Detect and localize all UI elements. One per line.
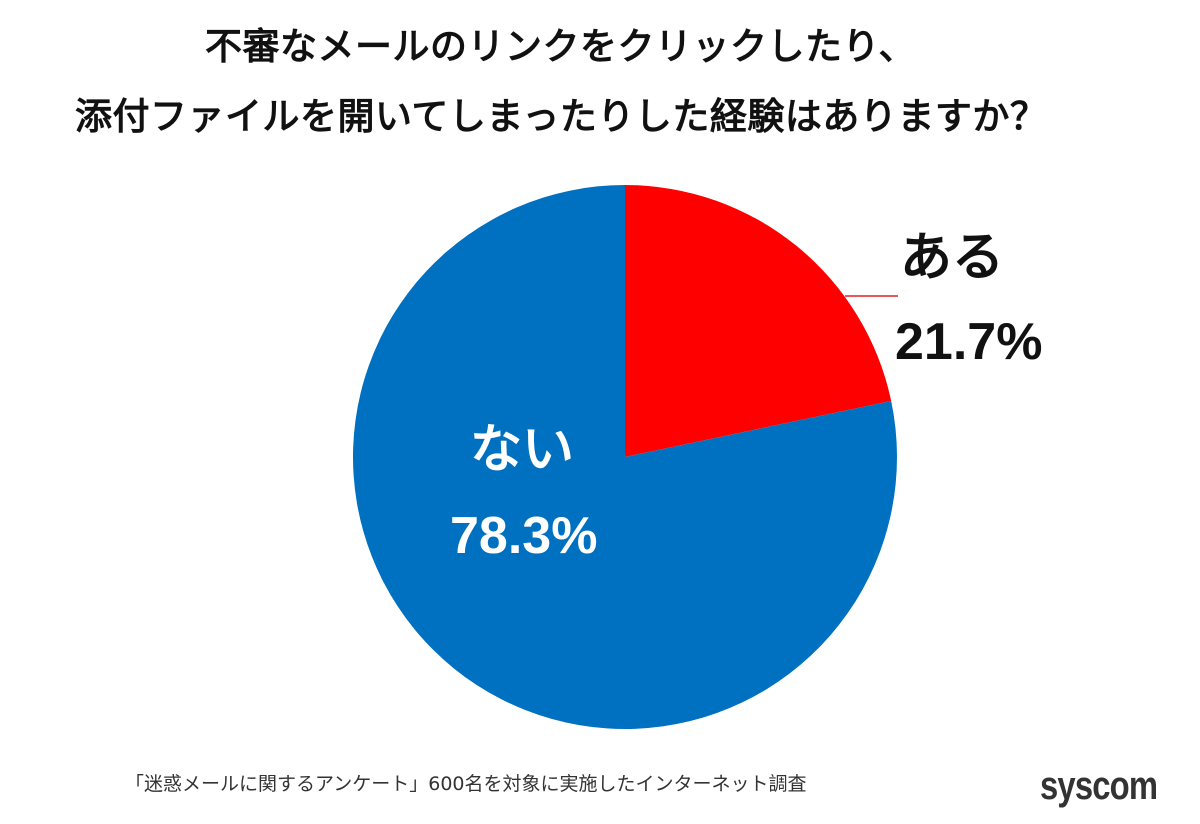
slice-label-aru: ある: [900, 228, 1005, 288]
chart-title-line-2: 添付ファイルを開いてしまったりした経験はありますか？: [75, 95, 1048, 138]
chart-title-line-1: 不審なメールのリンクをクリックしたり、: [205, 25, 917, 68]
brand-logo: syscom: [1040, 764, 1158, 808]
pie-slice-aru: [625, 185, 892, 457]
slice-value-nai: 78.3%: [450, 507, 598, 565]
slice-value-aru: 21.7%: [895, 313, 1043, 371]
survey-footnote: 「迷惑メールに関するアンケート」600名を対象に実施したインターネット調査: [125, 773, 807, 795]
slice-label-nai: ない: [470, 420, 575, 480]
pie-slice-nai: [352, 185, 897, 729]
